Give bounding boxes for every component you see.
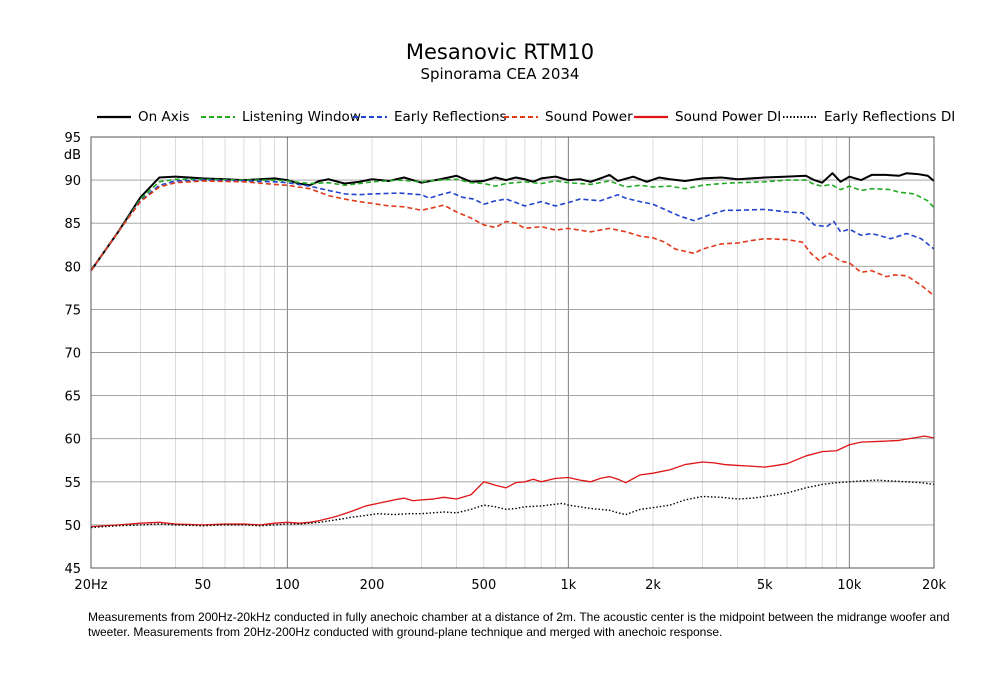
series-line-early-reflections-di (90, 479, 935, 529)
y-tick-label: 55 (64, 476, 81, 491)
axes: 95 90 85 80 75 70 65 60 55 50 45 dB 20Hz 50 100 200 500 1… (64, 131, 947, 593)
legend-item-listening-window: Listening Window (200, 106, 361, 128)
x-tick-label: 20k (922, 578, 947, 593)
legend-item-sound-power-di: Sound Power DI (633, 106, 781, 128)
y-axis-label: dB (64, 148, 81, 163)
legend-label: Sound Power (545, 109, 633, 125)
legend-item-early-reflections-di: Early Reflections DI (782, 106, 955, 128)
chart-legend: On Axis Listening Window Early Reflectio… (96, 106, 955, 128)
y-tick-label: 50 (64, 519, 81, 534)
measurement-footnote: Measurements from 200Hz-20kHz conducted … (88, 610, 950, 639)
legend-swatch-listening-window (201, 116, 235, 118)
y-tick-label: 85 (64, 217, 81, 232)
y-tick-label: 60 (64, 433, 81, 448)
x-tick-label: 50 (195, 578, 212, 593)
y-tick-label: 95 (64, 131, 81, 146)
legend-label: Early Reflections (394, 109, 507, 125)
legend-item-on-axis: On Axis (96, 106, 189, 128)
x-tick-label: 200 (360, 578, 385, 593)
x-tick-label: 500 (471, 578, 496, 593)
series-line-early-reflections (90, 179, 935, 272)
y-tick-label: 70 (64, 347, 81, 362)
legend-item-sound-power: Sound Power (503, 106, 633, 128)
legend-swatch-sound-power-di (634, 115, 668, 119)
x-tick-label: 2k (645, 578, 661, 593)
legend-item-early-reflections: Early Reflections (352, 106, 507, 128)
x-tick-label: 20Hz (74, 578, 107, 593)
plot-frame (90, 136, 935, 569)
legend-swatch-on-axis (97, 115, 131, 119)
x-tick-label: 5k (757, 578, 773, 593)
legend-label: Listening Window (242, 109, 361, 125)
y-tick-label: 45 (64, 562, 81, 577)
legend-label: Early Reflections DI (824, 109, 956, 125)
y-tick-label: 75 (64, 303, 81, 318)
series-line-sound-power-di (90, 435, 935, 528)
y-tick-label: 80 (64, 260, 81, 275)
x-tick-label: 100 (275, 578, 300, 593)
x-tick-label: 1k (561, 578, 577, 593)
legend-swatch-early-reflections (353, 116, 387, 118)
legend-label: On Axis (138, 109, 190, 125)
series-line-listening-window (90, 178, 935, 272)
chart-title: Mesanovic RTM10 (405, 40, 595, 64)
legend-label: Sound Power DI (675, 109, 782, 125)
grid (90, 136, 935, 569)
y-tick-label: 65 (64, 390, 81, 405)
series-line-sound-power (90, 180, 935, 297)
series-group (90, 172, 935, 529)
y-tick-label: 90 (64, 174, 81, 189)
legend-swatch-sound-power (504, 116, 538, 118)
legend-swatch-early-reflections-di (783, 116, 817, 118)
x-tick-label: 10k (837, 578, 862, 593)
chart-subtitle: Spinorama CEA 2034 (420, 65, 580, 83)
